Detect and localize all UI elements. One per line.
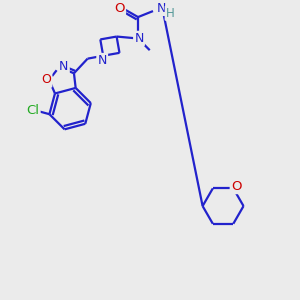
Text: N: N: [59, 60, 69, 73]
Text: O: O: [231, 180, 242, 193]
Text: H: H: [166, 7, 175, 20]
Text: Cl: Cl: [26, 104, 39, 117]
Text: N: N: [134, 32, 144, 45]
Text: N: N: [157, 2, 166, 15]
Text: O: O: [41, 74, 51, 86]
Text: O: O: [114, 2, 125, 15]
Text: N: N: [98, 54, 107, 67]
